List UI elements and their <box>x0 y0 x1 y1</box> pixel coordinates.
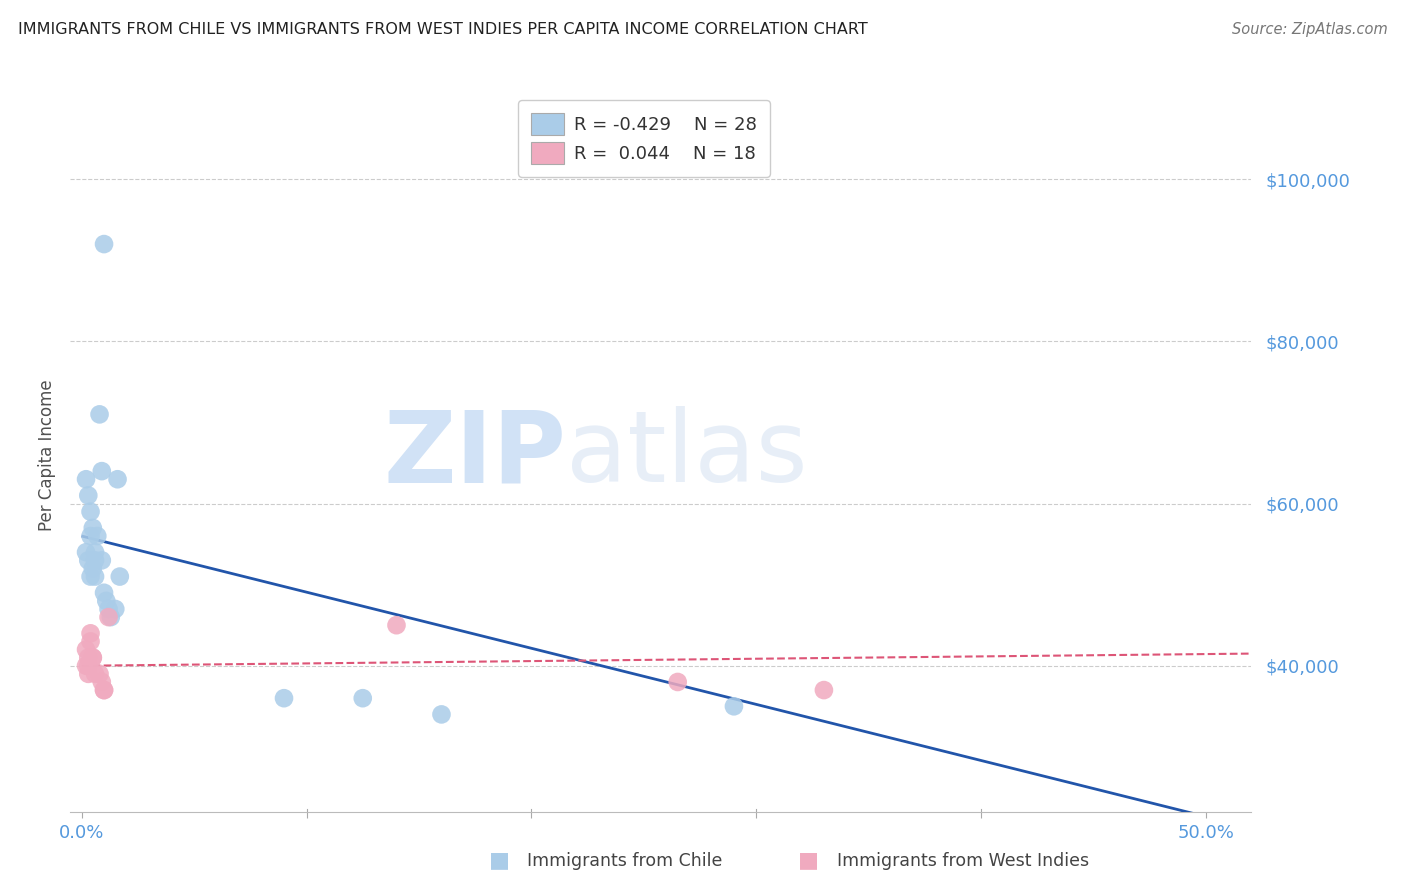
Point <box>75 545 97 559</box>
Text: Source: ZipAtlas.com: Source: ZipAtlas.com <box>1232 22 1388 37</box>
Text: ZIP: ZIP <box>384 407 567 503</box>
Point <box>97 610 120 624</box>
Point <box>666 675 689 690</box>
Legend: R = -0.429    N = 28, R =  0.044    N = 18: R = -0.429 N = 28, R = 0.044 N = 18 <box>519 100 770 177</box>
Text: ■: ■ <box>799 850 818 870</box>
Point <box>84 666 107 681</box>
Point <box>352 691 374 706</box>
Point <box>77 488 100 502</box>
Text: IMMIGRANTS FROM CHILE VS IMMIGRANTS FROM WEST INDIES PER CAPITA INCOME CORRELATI: IMMIGRANTS FROM CHILE VS IMMIGRANTS FROM… <box>18 22 868 37</box>
Point <box>813 683 835 698</box>
Point <box>75 642 97 657</box>
Point <box>100 610 122 624</box>
Point <box>430 707 453 722</box>
Point <box>77 650 100 665</box>
Point <box>79 634 101 648</box>
Point <box>107 472 129 486</box>
Point <box>90 553 112 567</box>
Point <box>96 594 118 608</box>
Point <box>79 505 101 519</box>
Point <box>90 464 112 478</box>
Text: Immigrants from West Indies: Immigrants from West Indies <box>837 852 1088 870</box>
Point <box>84 569 107 583</box>
Point <box>723 699 745 714</box>
Point <box>89 408 111 422</box>
Point <box>82 521 104 535</box>
Point <box>79 529 101 543</box>
Point <box>108 569 131 583</box>
Point <box>93 683 115 698</box>
Point <box>93 237 115 252</box>
Point <box>77 666 100 681</box>
Point <box>86 529 108 543</box>
Text: Immigrants from Chile: Immigrants from Chile <box>527 852 723 870</box>
Point <box>93 586 115 600</box>
Point <box>77 658 100 673</box>
Point <box>273 691 295 706</box>
Point <box>79 626 101 640</box>
Point <box>84 553 107 567</box>
Point <box>90 675 112 690</box>
Point <box>77 553 100 567</box>
Point <box>82 561 104 575</box>
Point <box>75 658 97 673</box>
Point <box>97 602 120 616</box>
Point <box>82 650 104 665</box>
Point <box>385 618 408 632</box>
Point <box>104 602 127 616</box>
Point <box>93 683 115 698</box>
Point <box>82 650 104 665</box>
Point <box>79 569 101 583</box>
Point <box>84 545 107 559</box>
Text: ■: ■ <box>489 850 509 870</box>
Point <box>75 472 97 486</box>
Point <box>89 666 111 681</box>
Y-axis label: Per Capita Income: Per Capita Income <box>38 379 56 531</box>
Text: atlas: atlas <box>567 407 808 503</box>
